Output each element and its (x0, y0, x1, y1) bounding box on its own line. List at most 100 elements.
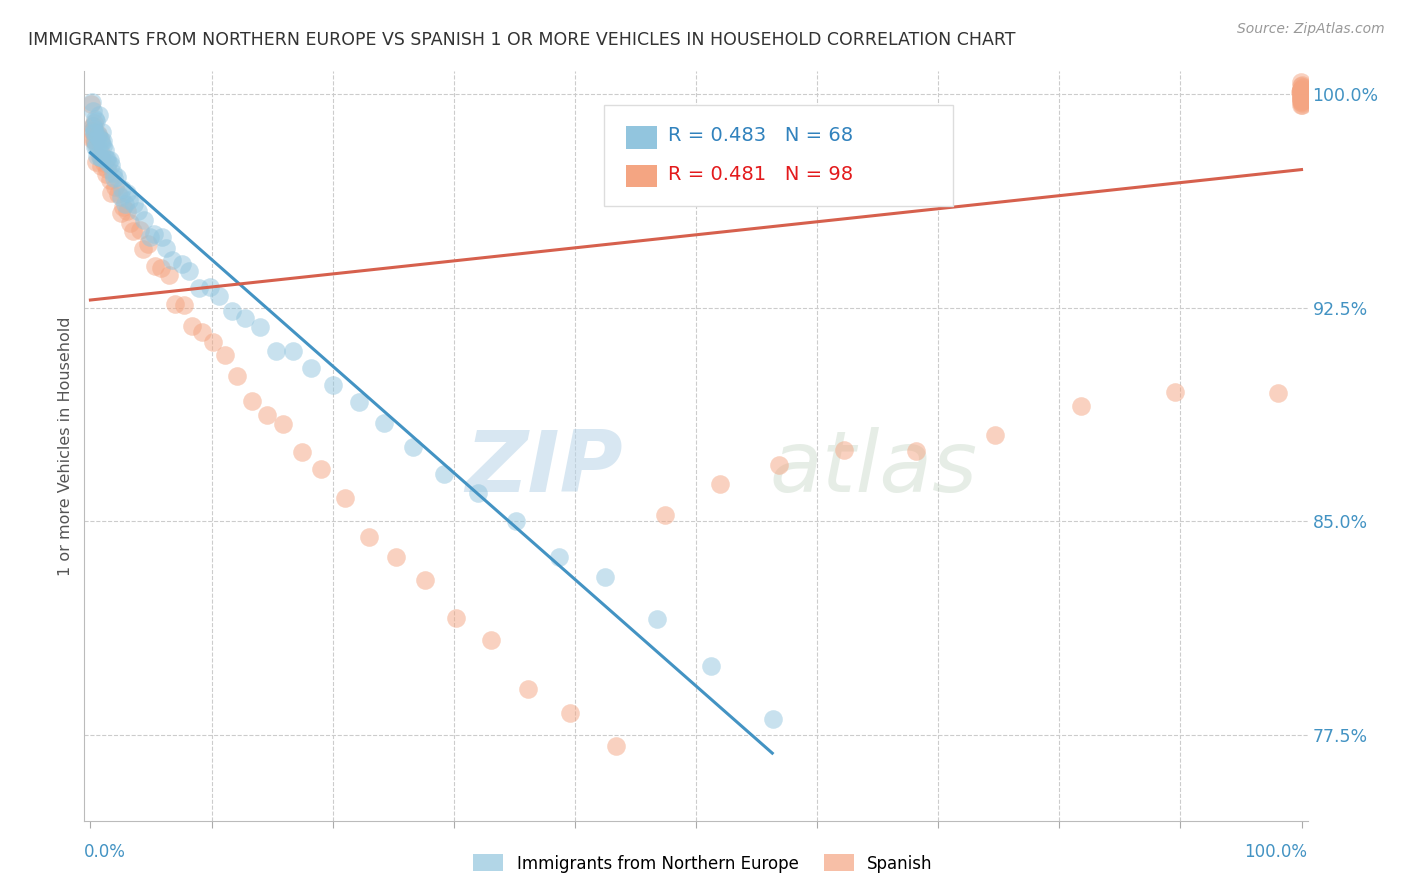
Point (1164, 385, 1187, 400)
Point (1070, 400, 1092, 414)
Point (1291, 91, 1313, 105)
Point (271, 417, 294, 431)
Point (1291, 81, 1313, 95)
Point (100, 186, 122, 200)
Point (143, 260, 166, 274)
Point (467, 486, 489, 500)
Point (444, 611, 467, 625)
Point (94, 168, 117, 182)
Point (221, 304, 243, 318)
Point (1291, 93, 1313, 107)
Point (104, 180, 127, 194)
Text: IMMIGRANTS FROM NORTHERN EUROPE VS SPANISH 1 OR MORE VEHICLES IN HOUSEHOLD CORRE: IMMIGRANTS FROM NORTHERN EUROPE VS SPANI… (28, 31, 1015, 49)
Point (80, 132, 103, 146)
Point (87, 108, 110, 122)
Point (94, 143, 117, 157)
Point (80, 97, 103, 112)
Point (1291, 87, 1313, 101)
Point (1289, 93, 1312, 107)
Point (84, 126, 107, 140)
Text: R = 0.481   N = 98: R = 0.481 N = 98 (668, 164, 853, 184)
Point (1291, 95, 1313, 109)
Point (143, 227, 166, 241)
Legend: Immigrants from Northern Europe, Spanish: Immigrants from Northern Europe, Spanish (467, 847, 939, 880)
Point (87, 129, 110, 144)
Point (402, 441, 425, 455)
Point (86, 139, 108, 153)
Point (107, 187, 129, 202)
Point (1291, 87, 1313, 101)
Point (479, 632, 502, 647)
Point (82, 119, 104, 133)
Point (517, 681, 540, 696)
Point (1291, 86, 1313, 100)
Point (1291, 92, 1313, 106)
Point (90, 146, 112, 161)
Point (198, 280, 221, 294)
Point (1291, 87, 1313, 102)
Point (235, 311, 257, 326)
Point (89, 150, 111, 164)
Point (83, 136, 105, 150)
Point (1291, 87, 1313, 101)
Text: R = 0.483   N = 68: R = 0.483 N = 68 (668, 126, 853, 145)
Point (1291, 83, 1313, 97)
Point (202, 335, 225, 350)
Point (129, 222, 152, 236)
Point (905, 443, 928, 458)
Point (190, 325, 212, 339)
Point (1291, 95, 1313, 109)
Point (115, 186, 138, 201)
Point (115, 203, 138, 218)
Point (84, 112, 107, 126)
Point (86, 128, 108, 142)
Point (264, 343, 287, 358)
Point (91, 124, 114, 138)
Point (1291, 83, 1313, 97)
Point (84, 114, 107, 128)
Point (413, 573, 436, 587)
Point (180, 319, 202, 334)
Point (97, 156, 120, 170)
Point (605, 739, 627, 753)
Point (558, 706, 581, 720)
Point (83, 139, 105, 153)
Point (762, 711, 785, 725)
Point (256, 408, 278, 422)
Point (84, 135, 107, 149)
Point (91, 139, 114, 153)
Point (150, 261, 173, 276)
Point (1289, 83, 1312, 97)
Point (1291, 84, 1313, 98)
Point (1291, 91, 1313, 105)
Point (645, 612, 668, 626)
Point (150, 230, 173, 244)
Point (96, 162, 118, 177)
Point (155, 241, 177, 255)
Point (347, 395, 370, 409)
Point (983, 428, 1005, 442)
Point (90, 151, 112, 165)
Point (86, 128, 108, 143)
Point (249, 319, 271, 334)
Point (188, 281, 211, 295)
Point (208, 289, 231, 303)
Point (90, 133, 112, 147)
Point (98, 153, 121, 167)
Point (225, 369, 247, 384)
Point (1291, 86, 1313, 100)
Text: 0.0%: 0.0% (84, 844, 127, 862)
Point (654, 508, 676, 522)
Point (83, 121, 105, 136)
Point (170, 257, 193, 271)
Point (593, 570, 616, 584)
Point (160, 253, 183, 268)
Point (214, 348, 236, 362)
Point (80, 124, 103, 138)
Point (114, 197, 136, 211)
Point (1291, 80, 1313, 95)
Point (82, 104, 104, 119)
Point (157, 268, 180, 282)
Point (291, 444, 314, 458)
FancyBboxPatch shape (626, 165, 657, 187)
